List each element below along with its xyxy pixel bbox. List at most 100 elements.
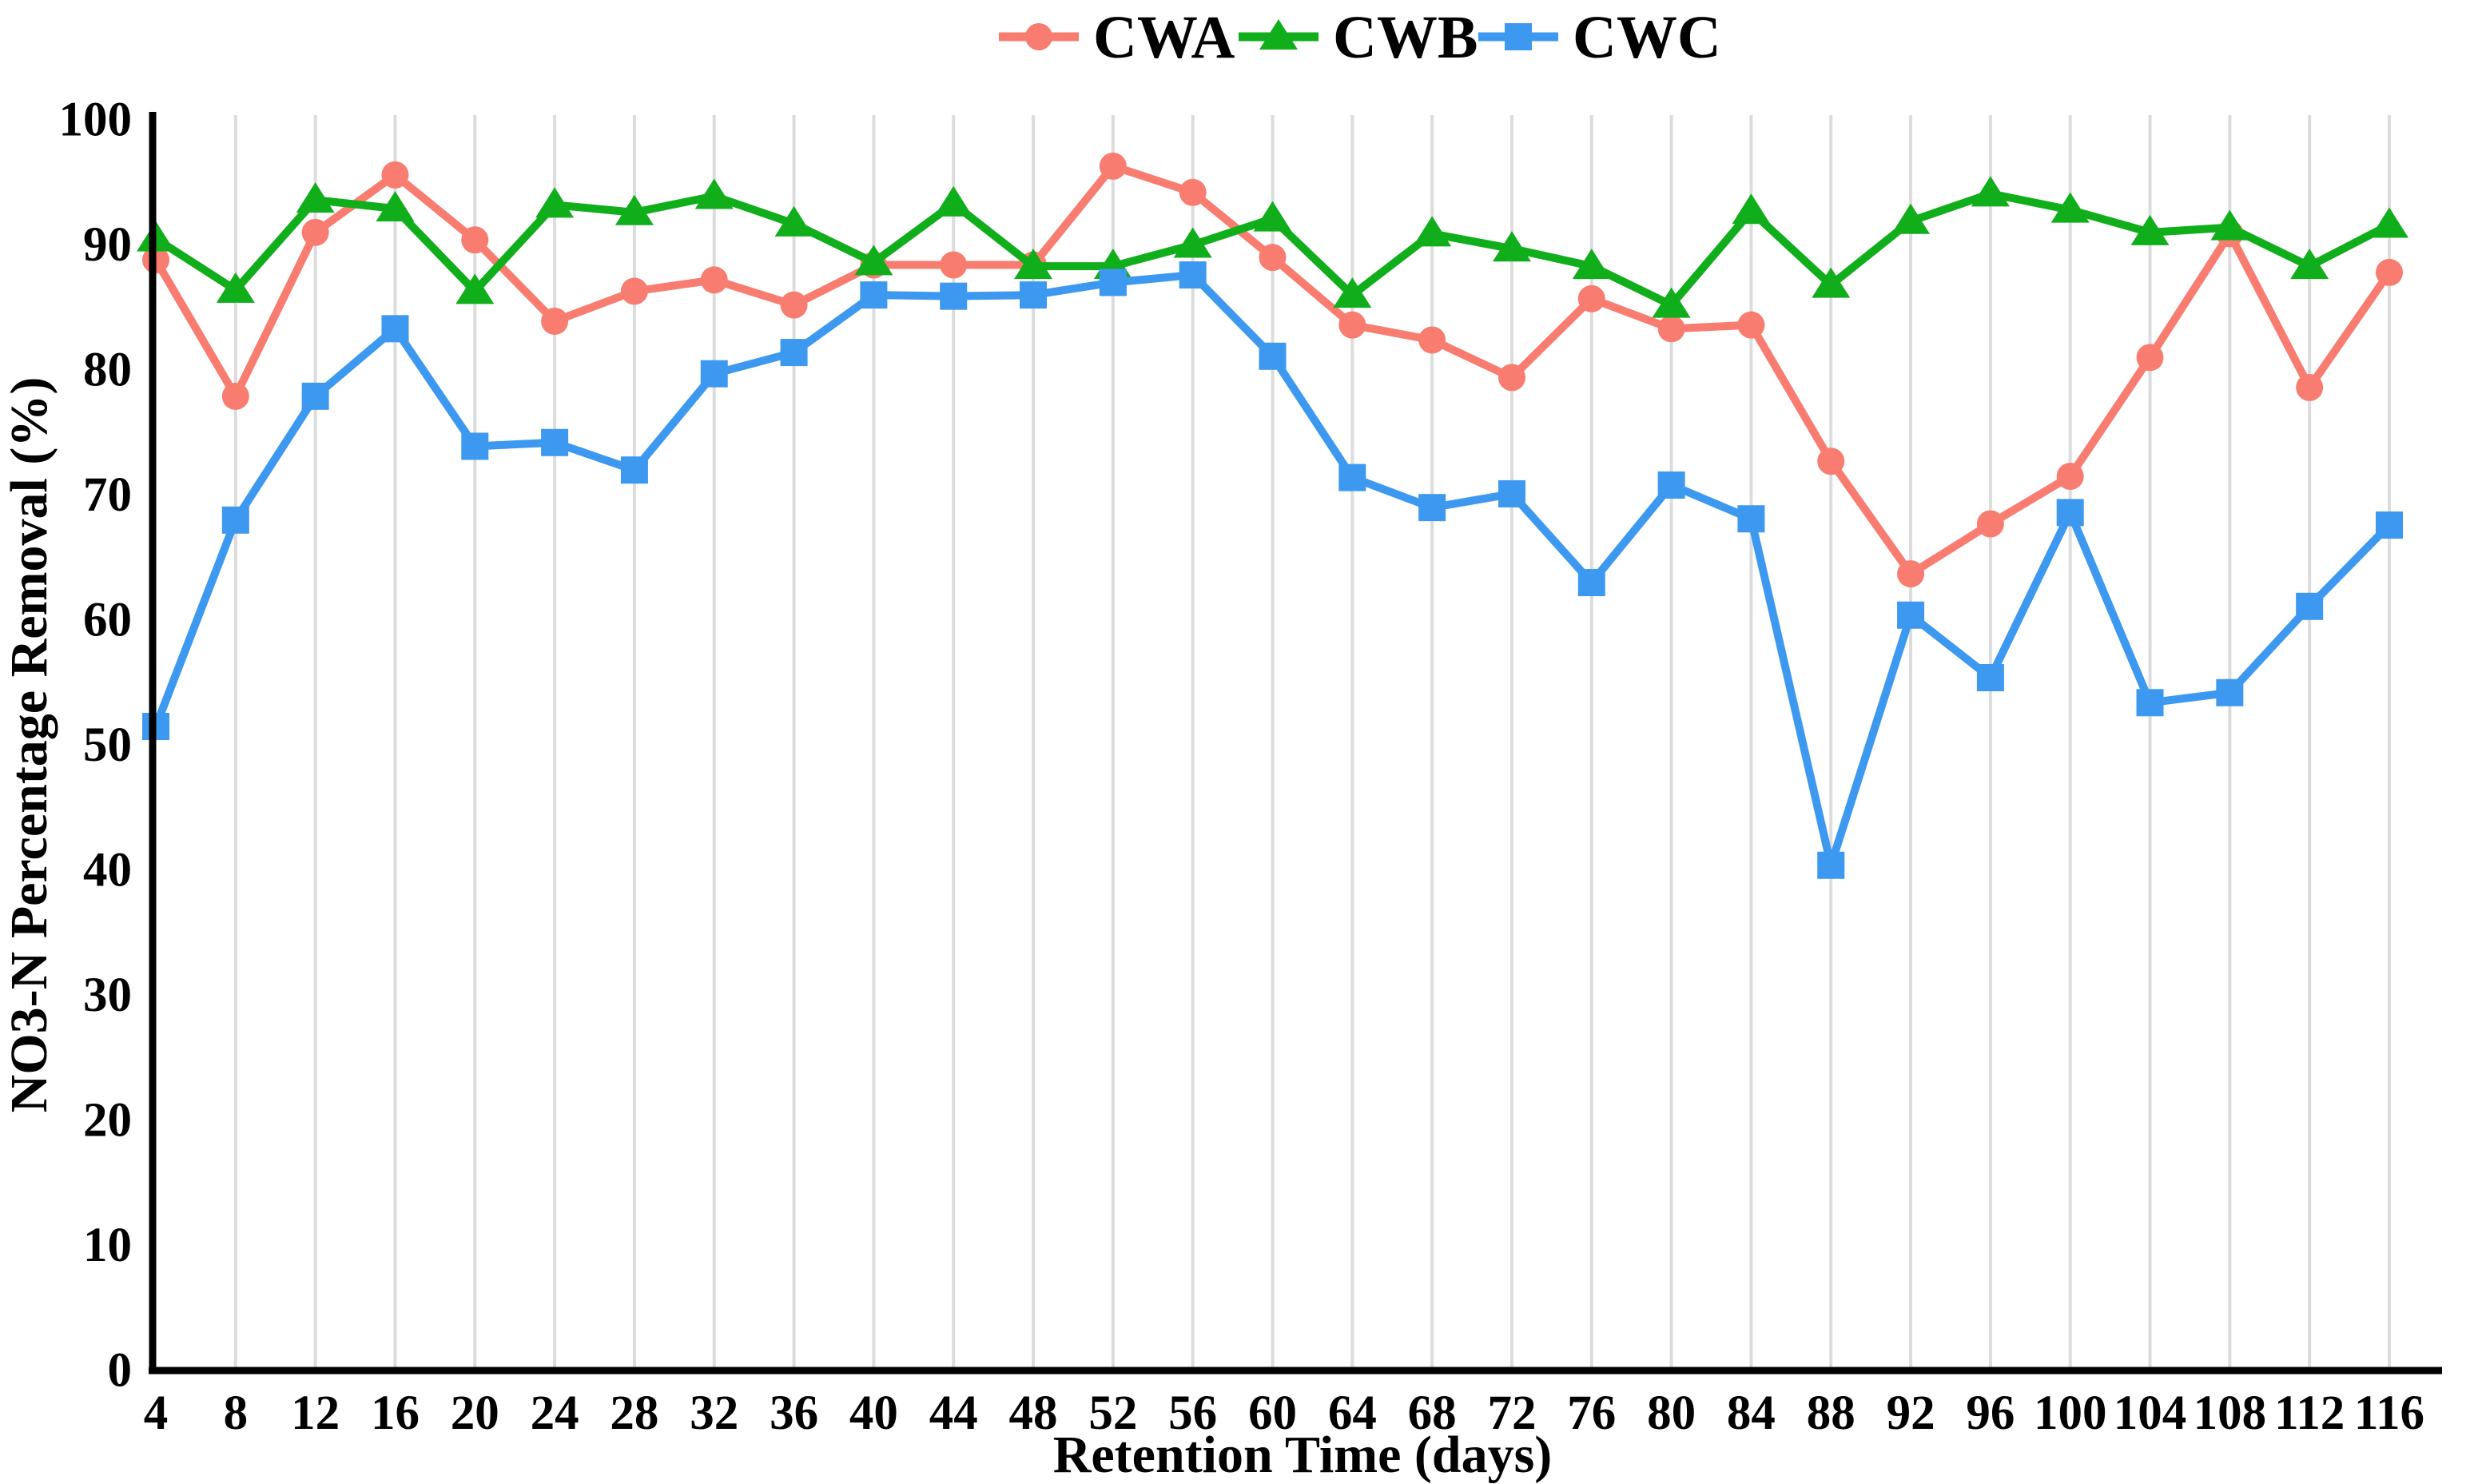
data-point-triangle (2290, 249, 2329, 280)
data-point-triangle (615, 194, 654, 225)
data-point-circle (1338, 311, 1366, 339)
data-point-square (381, 315, 409, 343)
data-point-square (2376, 511, 2403, 539)
data-point-square (1817, 851, 1845, 879)
y-tick-label: 50 (83, 718, 132, 772)
data-point-square (1179, 261, 1207, 289)
data-point-triangle (1891, 203, 1931, 234)
data-point-circle (1657, 315, 1685, 343)
x-tick-label: 36 (770, 1387, 818, 1440)
data-point-square (940, 282, 968, 310)
data-point-circle (1897, 560, 1925, 588)
data-point-triangle (1732, 193, 1771, 225)
series-cwb (137, 176, 2408, 318)
data-point-circle (2296, 373, 2324, 401)
x-tick-label: 20 (451, 1387, 499, 1440)
data-point-triangle (1173, 227, 1212, 258)
y-tick-label: 80 (83, 344, 132, 397)
x-tick-label: 16 (371, 1387, 420, 1440)
data-point-square (1737, 505, 1765, 533)
data-point-triangle (694, 178, 734, 209)
x-tick-label: 108 (2194, 1387, 2267, 1440)
data-point-square (1577, 569, 1605, 597)
data-point-circle (1418, 326, 1446, 354)
x-tick-label: 8 (224, 1387, 249, 1440)
data-point-triangle (1259, 19, 1298, 50)
data-point-square (860, 281, 888, 309)
x-tick-labels: 4 8 12 16 20 24 28 32 36 40 44 48 52 56 60 64 68 72 76 80 84… (144, 1387, 2424, 1440)
data-point-circle (1817, 448, 1845, 475)
data-point-triangle (1812, 267, 1851, 298)
x-tick-label: 104 (2114, 1387, 2187, 1440)
y-tick-label: 100 (59, 93, 133, 147)
data-point-circle (1577, 284, 1605, 312)
x-axis-title: Retention Time (days) (1053, 1426, 1553, 1484)
legend-label: CWB (1333, 4, 1478, 71)
data-point-triangle (854, 245, 893, 276)
data-point-circle (2056, 463, 2084, 491)
x-tick-label: 12 (291, 1387, 340, 1440)
data-point-circle (381, 161, 409, 189)
data-point-circle (301, 218, 329, 246)
data-point-square (1020, 281, 1048, 309)
x-tick-label: 40 (849, 1387, 898, 1440)
y-tick-labels: 0 10 20 30 40 50 60 70 80 90 100 (59, 93, 133, 1398)
data-point-triangle (1492, 231, 1531, 262)
data-point-triangle (1652, 287, 1691, 318)
data-point-square (1099, 269, 1127, 296)
data-point-triangle (1333, 277, 1372, 308)
series-cwa (142, 152, 2403, 588)
data-point-square (221, 506, 249, 534)
data-point-triangle (376, 191, 415, 222)
data-point-circle (1259, 244, 1287, 272)
x-tick-label: 88 (1807, 1387, 1855, 1440)
data-point-triangle (2210, 209, 2249, 241)
y-tick-label: 10 (83, 1219, 132, 1272)
data-point-square (620, 456, 648, 484)
x-tick-label: 76 (1567, 1387, 1616, 1440)
data-point-circle (461, 226, 489, 254)
legend-label: CWC (1573, 4, 1721, 71)
y-tick-label: 70 (83, 468, 132, 522)
data-point-circle (1737, 311, 1765, 339)
data-point-circle (221, 382, 249, 410)
data-point-square (700, 360, 728, 388)
legend-item-cwb: CWB (1239, 4, 1478, 71)
x-tick-label: 72 (1487, 1387, 1536, 1440)
data-point-triangle (455, 273, 495, 304)
data-point-square (461, 432, 489, 460)
legend: CWA CWB CWC (999, 4, 1721, 71)
data-point-square (2216, 678, 2244, 706)
data-point-circle (700, 266, 728, 294)
x-tick-label: 96 (1966, 1387, 2015, 1440)
x-tick-label: 24 (531, 1387, 579, 1440)
data-point-triangle (1572, 249, 1611, 280)
data-point-triangle (774, 205, 813, 237)
data-point-square (1498, 479, 1525, 507)
data-point-square (541, 428, 569, 456)
data-point-triangle (934, 185, 973, 217)
y-tick-label: 60 (83, 594, 132, 647)
x-tick-label: 4 (144, 1387, 169, 1440)
x-tick-label: 92 (1887, 1387, 1935, 1440)
data-point-square (1897, 601, 1925, 629)
x-tick-label: 28 (610, 1387, 658, 1440)
data-point-circle (1025, 23, 1052, 50)
data-point-square (2056, 499, 2084, 527)
data-point-triangle (1014, 249, 1053, 280)
data-point-square (1418, 494, 1446, 522)
legend-item-cwa: CWA (999, 4, 1235, 71)
x-tick-label: 44 (929, 1387, 978, 1440)
data-point-circle (1498, 364, 1525, 392)
x-tick-label: 32 (690, 1387, 738, 1440)
data-point-square (1657, 471, 1685, 499)
data-point-square (301, 382, 329, 410)
gridlines (233, 115, 2391, 1367)
data-point-triangle (1971, 176, 2010, 207)
data-point-square (780, 339, 808, 367)
data-point-circle (1099, 152, 1127, 180)
data-point-triangle (2050, 192, 2090, 223)
data-point-circle (940, 251, 968, 279)
